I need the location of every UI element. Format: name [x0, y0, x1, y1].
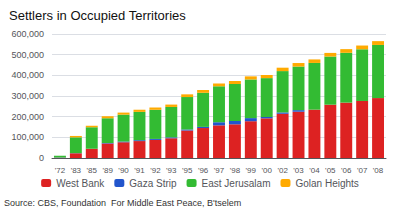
svg-text:'72: '72	[55, 166, 66, 175]
svg-text:Settlers in Occupied Territori: Settlers in Occupied Territories	[9, 8, 186, 23]
svg-text:'95: '95	[182, 166, 193, 175]
svg-text:'04: '04	[309, 166, 320, 175]
svg-text:'08: '08	[373, 166, 384, 175]
svg-text:'07: '07	[357, 166, 368, 175]
svg-text:'06: '06	[341, 166, 352, 175]
svg-text:'00: '00	[261, 166, 272, 175]
svg-text:Source: CBS, Foundation For M: Source: CBS, Foundation For Middle East …	[4, 198, 241, 208]
svg-text:Golan Heights: Golan Heights	[295, 178, 358, 189]
svg-text:'93: '93	[166, 166, 177, 175]
svg-text:'83: '83	[71, 166, 82, 175]
svg-text:'85: '85	[87, 166, 98, 175]
svg-text:600,000: 600,000	[11, 29, 44, 39]
svg-text:West Bank: West Bank	[56, 178, 105, 189]
svg-text:Gaza Strip: Gaza Strip	[129, 178, 177, 189]
svg-text:'03: '03	[293, 166, 304, 175]
svg-text:100,000: 100,000	[11, 132, 44, 142]
svg-text:'90: '90	[118, 166, 129, 175]
svg-text:0: 0	[39, 153, 44, 163]
svg-text:'89: '89	[102, 166, 113, 175]
svg-text:500,000: 500,000	[11, 50, 44, 60]
svg-text:'99: '99	[246, 166, 257, 175]
svg-text:'98: '98	[230, 166, 241, 175]
svg-text:200,000: 200,000	[11, 112, 44, 122]
svg-text:'96: '96	[198, 166, 209, 175]
svg-text:'02: '02	[277, 166, 288, 175]
svg-text:East Jerusalam: East Jerusalam	[202, 178, 271, 189]
svg-text:'05: '05	[325, 166, 336, 175]
svg-text:'91: '91	[134, 166, 145, 175]
svg-text:'92: '92	[150, 166, 161, 175]
svg-text:400,000: 400,000	[11, 70, 44, 80]
svg-text:300,000: 300,000	[11, 91, 44, 101]
svg-text:'97: '97	[214, 166, 225, 175]
